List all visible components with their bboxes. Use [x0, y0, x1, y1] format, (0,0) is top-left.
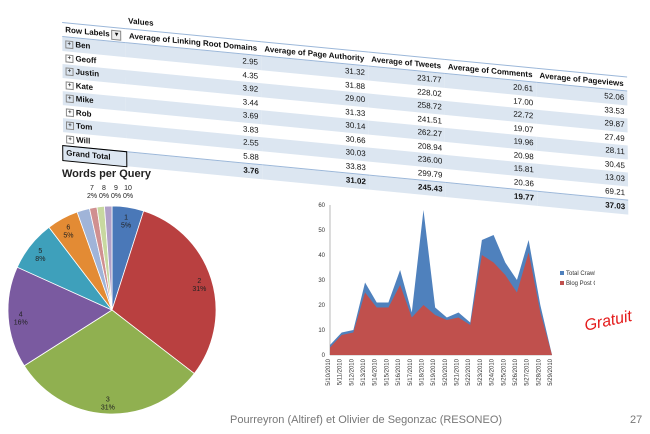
page-number: 27	[630, 414, 643, 426]
x-tick-label: 5/24/2010	[490, 358, 496, 385]
filter-dropdown-icon[interactable]: ▼	[111, 29, 122, 41]
legend-label: Blog Post Crawls	[566, 281, 595, 287]
pie-label-percent: 5%	[63, 233, 73, 240]
pie-label-category: 8	[102, 185, 106, 192]
y-tick-label: 30	[318, 278, 325, 284]
x-tick-label: 5/15/2010	[384, 358, 390, 385]
pie-label-category: 4	[19, 311, 23, 318]
expand-icon[interactable]: +	[65, 121, 75, 131]
y-tick-label: 20	[318, 303, 325, 309]
x-tick-label: 5/18/2010	[419, 358, 425, 385]
x-tick-label: 5/16/2010	[396, 358, 402, 385]
y-tick-label: 0	[322, 353, 326, 359]
x-tick-label: 5/21/2010	[455, 358, 461, 385]
area-chart-svg: 0 10 20 30 40 50 60 5/10/2010 5/11/2010 5/12/2010…	[318, 203, 611, 386]
pie-label-percent: 2%	[87, 193, 97, 200]
expand-icon[interactable]: +	[65, 53, 74, 63]
legend-label: Total Crawls	[566, 271, 595, 277]
pie-label-percent: 16%	[14, 319, 28, 326]
x-tick-label: 5/17/2010	[408, 358, 414, 385]
x-tick-label: 5/19/2010	[431, 358, 437, 385]
pie-label-category: 6	[66, 225, 70, 232]
x-tick-label: 5/10/2010	[326, 358, 332, 385]
pie-chart-svg: 15%231%331%416%58%65%72%80%90%100%	[7, 185, 217, 415]
x-tick-label: 5/20/2010	[443, 358, 449, 385]
area-series-blog-post-crawls	[330, 252, 552, 355]
expand-icon[interactable]: +	[65, 108, 74, 117]
x-tick-label: 5/14/2010	[373, 358, 379, 385]
pie-chart-title: Words per Query	[62, 168, 152, 180]
x-tick-label: 5/22/2010	[466, 358, 472, 385]
expand-icon[interactable]: +	[65, 40, 74, 50]
pie-label-percent: 0%	[123, 193, 133, 200]
pie-label-category: 10	[124, 185, 132, 192]
pie-label-category: 2	[197, 278, 201, 285]
x-tick-label: 5/25/2010	[501, 358, 507, 385]
pie-label-percent: 5%	[121, 223, 131, 230]
y-tick-label: 50	[318, 228, 325, 234]
y-tick-label: 10	[318, 328, 325, 334]
y-tick-label: 40	[318, 253, 325, 259]
x-tick-label: 5/27/2010	[525, 358, 531, 385]
pie-slice-3	[23, 309, 195, 415]
pie-chart: 1 5% 2 31% 3 31% 4 16% 5 8% 6 5% 7 2% 8 0% 9 0% 10 0%	[0, 182, 240, 429]
pie-label-category: 7	[90, 185, 94, 192]
pie-slice-2	[111, 210, 217, 375]
pie-slice-10	[104, 205, 113, 311]
expand-icon[interactable]: +	[65, 80, 74, 90]
x-tick-label: 5/23/2010	[478, 358, 484, 385]
pie-label-percent: 31%	[192, 286, 206, 293]
pie-label-percent: 8%	[35, 256, 45, 263]
pie-slice-4	[7, 266, 113, 367]
legend-swatch	[560, 281, 564, 285]
slide-footer: Pourreyron (Altiref) et Olivier de Segon…	[230, 414, 503, 426]
pie-label-percent: 31%	[101, 404, 115, 411]
x-tick-label: 5/26/2010	[513, 358, 519, 385]
y-tick-label: 60	[318, 203, 325, 209]
pie-label-percent: 0%	[111, 193, 121, 200]
x-tick-label: 5/12/2010	[349, 358, 355, 385]
pie-label-category: 5	[38, 248, 42, 255]
pie-label-category: 1	[124, 215, 128, 222]
x-tick-label: 5/29/2010	[548, 358, 554, 385]
expand-icon[interactable]: +	[65, 67, 74, 77]
legend-swatch	[560, 271, 564, 275]
pie-label-percent: 0%	[99, 193, 109, 200]
x-tick-label: 5/13/2010	[361, 358, 367, 385]
expand-icon[interactable]: +	[65, 94, 74, 104]
expand-icon[interactable]: +	[66, 135, 75, 144]
area-chart: 0 10 20 30 40 50 60 5/10/2010 5/11/2010 5/12/2010…	[295, 195, 611, 420]
pie-label-category: 9	[114, 185, 118, 192]
x-tick-label: 5/11/2010	[338, 358, 344, 385]
x-tick-label: 5/28/2010	[536, 358, 542, 385]
pie-label-category: 3	[106, 396, 110, 403]
